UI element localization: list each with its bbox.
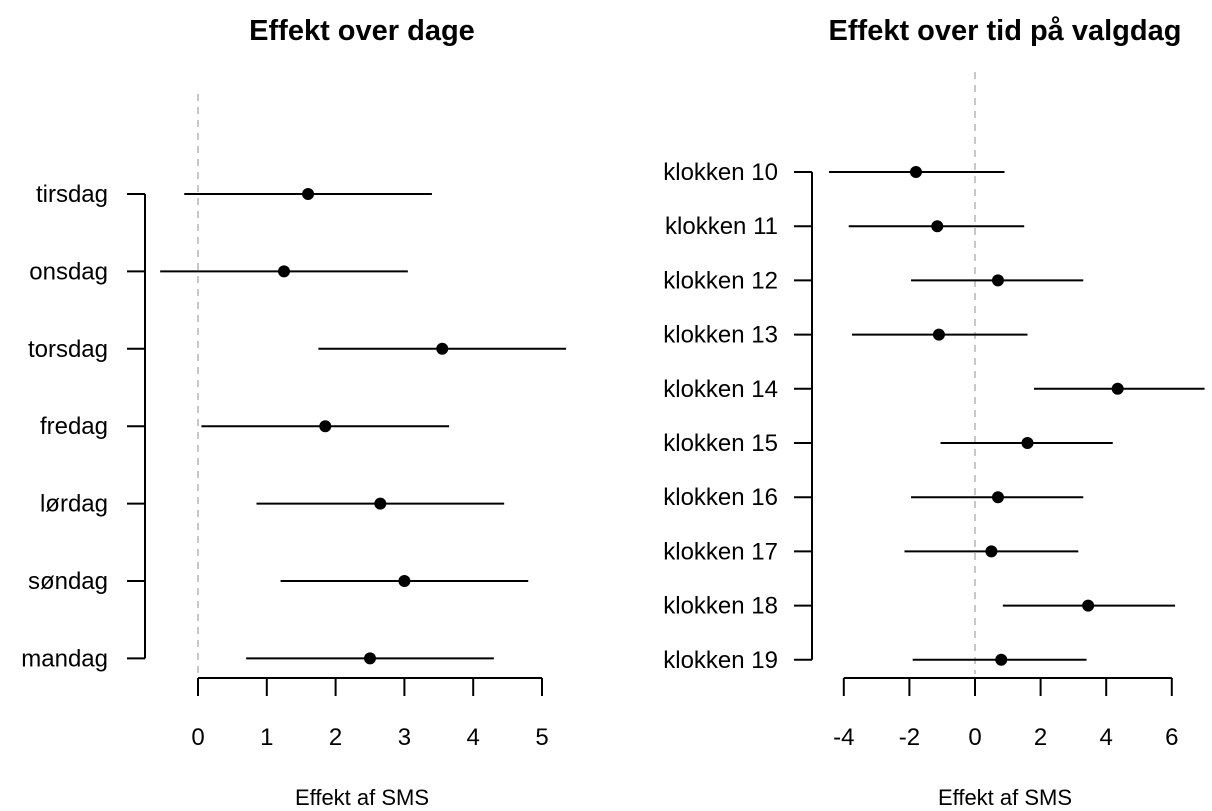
y-tick-label: klokken 11 <box>665 213 778 240</box>
y-tick-label: klokken 15 <box>663 430 778 457</box>
y-tick-label: søndag <box>28 568 108 595</box>
estimate-point-tirsdag <box>302 188 315 200</box>
estimate-point-torsdag <box>436 342 449 355</box>
x-axis-label: Effekt af SMS <box>938 785 1072 810</box>
panel-days: Effekt over dage tirsdag onsdag torsdag fred… <box>21 15 567 810</box>
x-tick-label: -2 <box>899 724 920 751</box>
estimate-point-klokken-10 <box>909 166 922 178</box>
chart-title: Effekt over dage <box>249 15 475 47</box>
panel-hours: Effekt over tid på valgdag klokken 10 klok… <box>663 15 1205 810</box>
y-tick-label: tirsdag <box>36 181 108 208</box>
estimate-point-klokken-18 <box>1082 599 1095 612</box>
y-tick-label: klokken 19 <box>663 647 778 674</box>
estimate-point-klokken-14 <box>1111 382 1124 395</box>
x-tick-label: 0 <box>968 724 981 751</box>
estimate-point-lørdag <box>374 497 387 510</box>
y-tick-label: lørdag <box>40 491 108 518</box>
estimate-point-klokken-15 <box>1021 437 1034 449</box>
y-tick-label: klokken 10 <box>663 159 778 186</box>
y-tick-label: klokken 17 <box>663 538 778 565</box>
y-tick-label: klokken 13 <box>663 322 778 349</box>
y-tick-label: torsdag <box>28 336 108 363</box>
x-tick-label: 5 <box>535 724 548 751</box>
estimate-point-klokken-19 <box>995 653 1008 666</box>
y-tick-label: fredag <box>40 413 108 440</box>
x-tick-label: 3 <box>398 724 411 751</box>
x-tick-label: 4 <box>467 724 480 751</box>
x-tick-label: 2 <box>1034 724 1047 751</box>
y-tick-label: klokken 16 <box>663 484 778 511</box>
x-tick-label: 4 <box>1100 724 1113 751</box>
chart-title: Effekt over tid på valgdag <box>829 15 1182 47</box>
x-tick-label: 2 <box>329 724 342 751</box>
x-axis-label: Effekt af SMS <box>295 785 429 810</box>
estimate-point-søndag <box>398 575 411 587</box>
x-tick-label: 1 <box>260 724 273 751</box>
estimate-point-klokken-12 <box>991 274 1004 287</box>
y-tick-label: mandag <box>21 645 108 672</box>
y-tick-label: onsdag <box>29 258 108 285</box>
x-tick-label: 6 <box>1165 724 1178 751</box>
estimate-point-onsdag <box>278 265 290 278</box>
y-tick-label: klokken 14 <box>663 376 778 403</box>
estimate-point-fredag <box>319 420 332 433</box>
estimate-point-klokken-11 <box>931 220 944 233</box>
estimate-point-klokken-16 <box>991 491 1004 504</box>
y-tick-label: klokken 12 <box>663 267 778 294</box>
x-tick-label: -4 <box>833 724 854 751</box>
estimate-point-mandag <box>364 652 376 665</box>
estimate-point-klokken-13 <box>932 328 945 341</box>
x-tick-label: 0 <box>191 724 204 751</box>
estimate-point-klokken-17 <box>985 545 998 558</box>
y-tick-label: klokken 18 <box>663 593 778 620</box>
